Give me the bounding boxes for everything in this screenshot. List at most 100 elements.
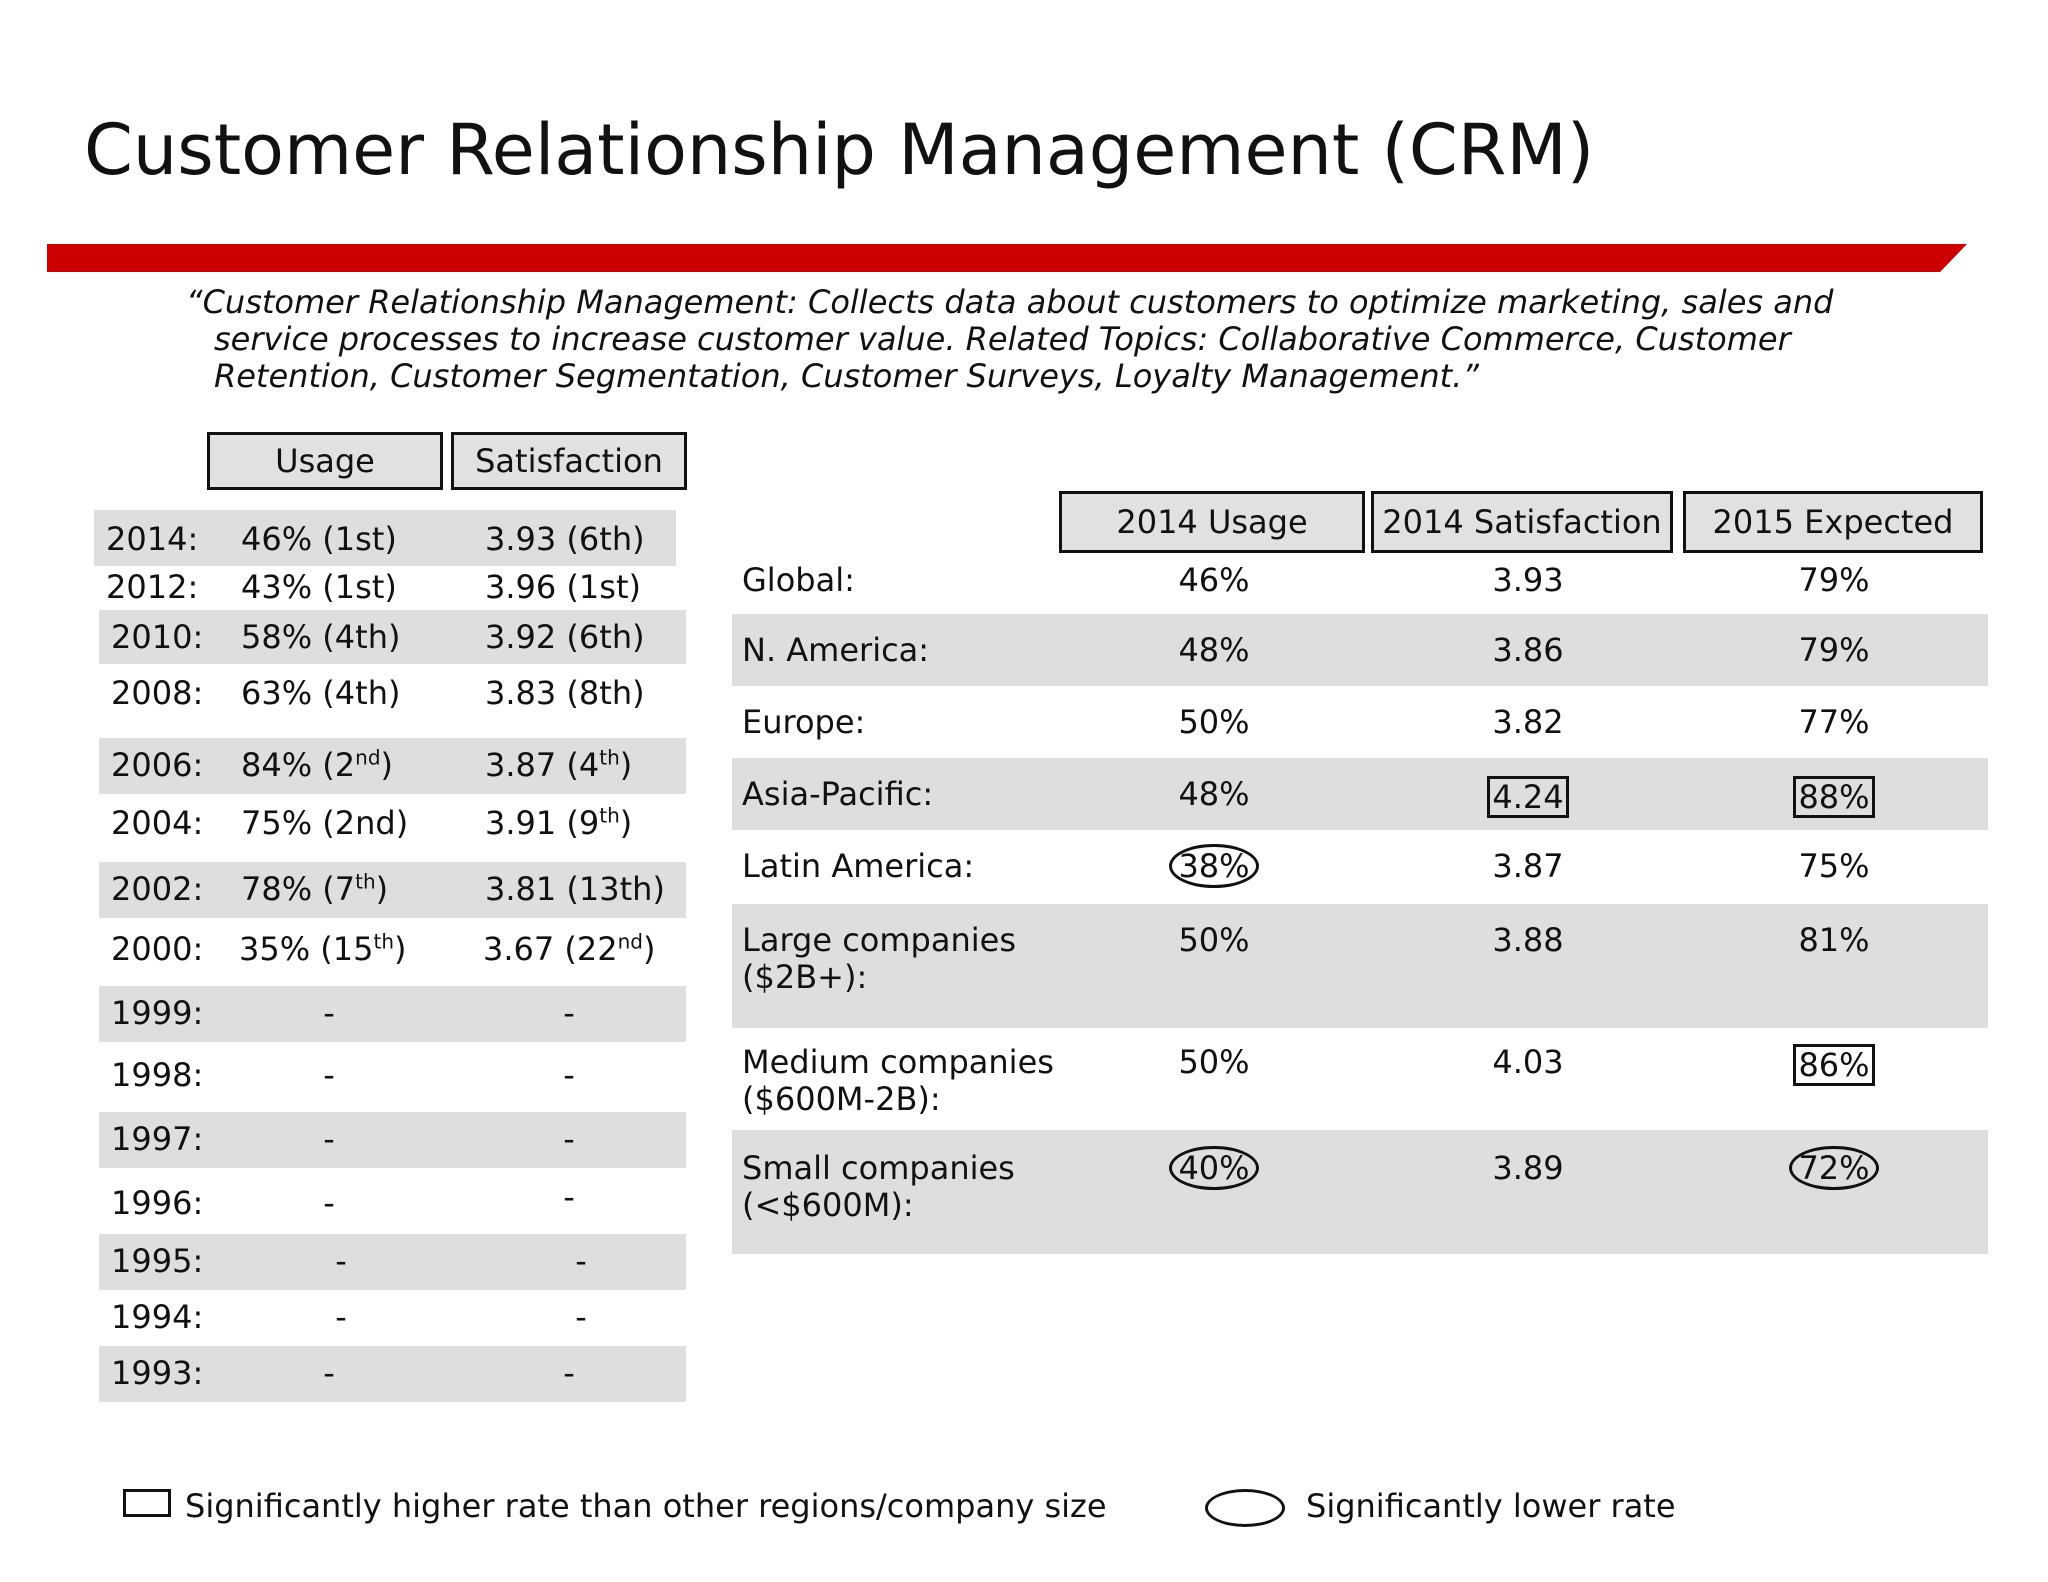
history-year: 2004: <box>111 804 204 842</box>
history-satisfaction: - <box>575 1242 587 1280</box>
legend-box-icon <box>123 1489 171 1517</box>
segment-usage: 46% <box>1178 561 1250 599</box>
history-satisfaction: 3.93 (6th) <box>485 520 645 558</box>
segment-label: Global: <box>742 561 855 599</box>
history-satisfaction: 3.87 (4th) <box>485 745 633 784</box>
history-row: 1999: - - <box>99 986 686 1042</box>
segment-row: Asia-Pacific: 48% 4.24 88% <box>732 758 1988 830</box>
segment-label: Europe: <box>742 703 866 741</box>
quote-line-1: “Customer Relationship Management: Colle… <box>186 283 1834 321</box>
segment-usage: 48% <box>1178 631 1250 669</box>
history-usage: - <box>323 1056 335 1094</box>
segment-usage: 50% <box>1178 921 1250 959</box>
segment-expected: 72% <box>1734 1146 1934 1190</box>
history-usage: - <box>335 1298 347 1336</box>
segment-satisfaction: 4.03 <box>1492 1043 1564 1081</box>
history-year: 1993: <box>111 1354 204 1392</box>
segment-usage: 38% <box>1114 844 1314 888</box>
history-year: 1996: <box>111 1184 204 1222</box>
history-row: 1994: - - <box>99 1290 686 1346</box>
history-row: 1993: - - <box>99 1346 686 1402</box>
history-usage: 46% (1st) <box>241 520 397 558</box>
segment-satisfaction: 3.93 <box>1492 561 1564 599</box>
segment-expected: 88% <box>1734 776 1934 818</box>
history-satisfaction: - <box>563 994 575 1032</box>
history-row: 2010: 58% (4th) 3.92 (6th) <box>99 610 686 664</box>
history-year: 2000: <box>111 930 204 968</box>
history-year: 1997: <box>111 1120 204 1158</box>
history-row: 2012: 43% (1st) 3.96 (1st) <box>94 566 681 606</box>
segment-usage: 48% <box>1178 775 1250 813</box>
history-satisfaction: - <box>563 1056 575 1094</box>
segment-satisfaction: 3.88 <box>1492 921 1564 959</box>
history-usage: 35% (15th) <box>239 929 407 968</box>
segment-expected: 77% <box>1798 703 1870 741</box>
history-row: 2000: 35% (15th) 3.67 (22nd) <box>99 918 686 982</box>
segment-label: Small companies (<$600M): <box>742 1149 1015 1224</box>
history-satisfaction: 3.83 (8th) <box>485 674 645 712</box>
history-usage: 75% (2nd) <box>241 804 409 842</box>
history-year: 2010: <box>111 618 204 656</box>
history-row: 2002: 78% (7th) 3.81 (13th) <box>99 862 686 918</box>
history-row: 2008: 63% (4th) 3.83 (8th) <box>99 664 686 736</box>
history-year: 1998: <box>111 1056 204 1094</box>
legend-higher-label: Significantly higher rate than other reg… <box>185 1487 1107 1525</box>
history-usage: 63% (4th) <box>241 674 401 712</box>
history-row: 1998: - - <box>99 1042 686 1110</box>
higher-rate-box: 88% <box>1793 776 1875 818</box>
segment-row: Small companies (<$600M): 40% 3.89 72% <box>732 1130 1988 1254</box>
segment-row: Global: 46% 3.93 79% <box>732 560 1988 614</box>
segment-expected: 79% <box>1798 561 1870 599</box>
history-satisfaction: 3.92 (6th) <box>485 618 645 656</box>
segment-usage: 50% <box>1178 703 1250 741</box>
history-satisfaction: - <box>563 1178 575 1216</box>
history-row: 2006: 84% (2nd) 3.87 (4th) <box>99 738 686 794</box>
history-row: 1996: - - <box>99 1168 686 1232</box>
segment-row: Large companies ($2B+): 50% 3.88 81% <box>732 904 1988 1028</box>
legend-lower-label: Significantly lower rate <box>1306 1487 1676 1525</box>
history-usage: - <box>323 994 335 1032</box>
definition-quote: “Customer Relationship Management: Colle… <box>186 284 1906 395</box>
lower-rate-ring: 72% <box>1789 1146 1879 1190</box>
history-satisfaction: 3.96 (1st) <box>485 568 641 606</box>
history-usage: 58% (4th) <box>241 618 401 656</box>
segment-label: Large companies ($2B+): <box>742 921 1016 996</box>
higher-rate-box: 86% <box>1793 1044 1875 1086</box>
segment-satisfaction: 3.82 <box>1492 703 1564 741</box>
segment-row: Europe: 50% 3.82 77% <box>732 686 1988 758</box>
history-usage: - <box>323 1120 335 1158</box>
segment-expected: 75% <box>1798 847 1870 885</box>
lower-rate-ring: 38% <box>1169 844 1259 888</box>
history-usage: 43% (1st) <box>241 568 397 606</box>
higher-rate-box: 4.24 <box>1487 776 1569 818</box>
segment-satisfaction: 3.86 <box>1492 631 1564 669</box>
segment-satisfaction: 3.87 <box>1492 847 1564 885</box>
segment-usage: 50% <box>1178 1043 1250 1081</box>
segment-row: Latin America: 38% 3.87 75% <box>732 830 1988 904</box>
segment-label: Medium companies ($600M-2B): <box>742 1043 1054 1118</box>
history-row: 1995: - - <box>99 1234 686 1290</box>
quote-line-3: Retention, Customer Segmentation, Custom… <box>214 357 1479 395</box>
segment-row: N. America: 48% 3.86 79% <box>732 614 1988 686</box>
quote-line-2: service processes to increase customer v… <box>214 320 1791 358</box>
segment-usage: 40% <box>1114 1146 1314 1190</box>
history-year: 1995: <box>111 1242 204 1280</box>
history-year: 1994: <box>111 1298 204 1336</box>
lower-rate-ring: 40% <box>1169 1146 1259 1190</box>
history-usage: - <box>323 1354 335 1392</box>
segment-label: N. America: <box>742 631 930 669</box>
history-usage: 84% (2nd) <box>241 745 393 784</box>
title-divider-bar <box>47 244 1967 272</box>
history-satisfaction: - <box>575 1298 587 1336</box>
history-year: 2008: <box>111 674 204 712</box>
history-satisfaction: 3.67 (22nd) <box>483 929 656 968</box>
history-satisfaction: 3.81 (13th) <box>485 870 665 908</box>
legend-oval-icon <box>1205 1489 1285 1527</box>
history-usage-header: Usage <box>207 432 443 490</box>
segment-satisfaction: 3.89 <box>1492 1149 1564 1187</box>
history-row: 2014: 46% (1st) 3.93 (6th) <box>94 510 676 566</box>
segment-expected: 79% <box>1798 631 1870 669</box>
segments-satisfaction-header: 2014 Satisfaction <box>1371 491 1673 553</box>
history-satisfaction: 3.91 (9th) <box>485 803 633 842</box>
history-usage: 78% (7th) <box>241 869 389 908</box>
